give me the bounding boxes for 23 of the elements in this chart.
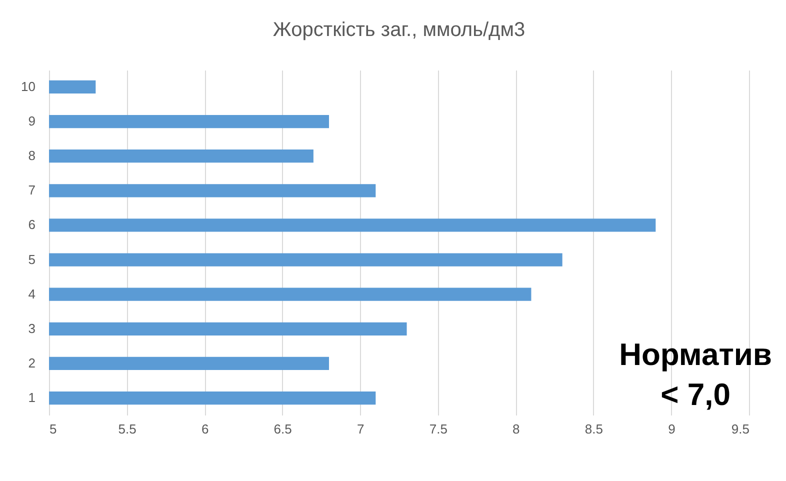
annotation: Норматив xyxy=(619,336,772,374)
x-tick-label: 5.5 xyxy=(118,422,136,436)
y-tick-label: 9 xyxy=(28,114,36,129)
x-tick-label: 9.5 xyxy=(731,422,750,436)
y-tick-label: 2 xyxy=(28,355,36,370)
chart-title: Жорсткість заг., ммоль/дм3 xyxy=(272,19,526,41)
y-tick-label: 1 xyxy=(28,390,36,406)
x-tick-label: 9 xyxy=(668,422,676,436)
x-tick-label: 8.5 xyxy=(584,422,603,436)
y-tick-label: 8 xyxy=(28,148,36,164)
y-tick-label: 6 xyxy=(28,217,36,232)
y-tick-label: 7 xyxy=(28,182,36,198)
x-tick-label: 7.5 xyxy=(429,422,448,436)
y-tick-label: 5 xyxy=(28,252,36,267)
annotation: < 7,0 xyxy=(660,376,732,414)
y-tick-label: 4 xyxy=(28,286,36,302)
y-tick-label: 10 xyxy=(21,78,36,94)
y-tick-label: 3 xyxy=(28,320,36,336)
x-tick-label: 7 xyxy=(356,422,364,436)
x-tick-label: 5 xyxy=(50,422,57,436)
x-tick-label: 6.5 xyxy=(274,422,292,436)
x-tick-label: 8 xyxy=(512,422,520,436)
x-tick-label: 6 xyxy=(201,422,209,436)
